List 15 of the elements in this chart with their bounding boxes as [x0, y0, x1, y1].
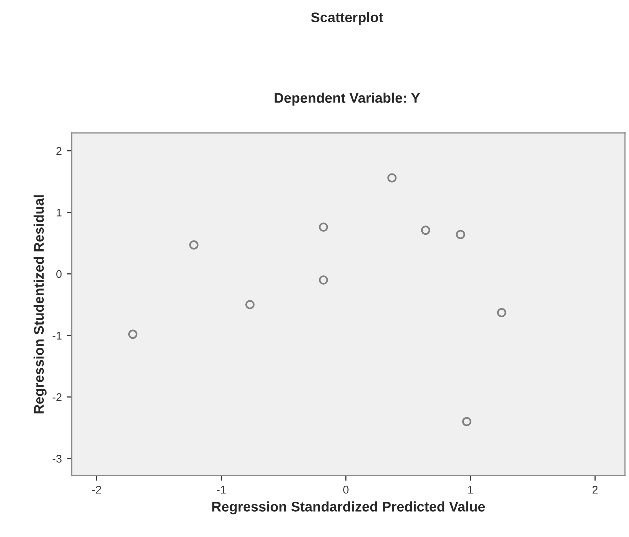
y-axis-title: Regression Studentized Residual: [34, 196, 47, 414]
x-tick-label: 0: [343, 486, 349, 494]
y-tick-label: -3: [52, 455, 62, 463]
chart-subtitle: Dependent Variable: Y: [274, 92, 420, 106]
x-tick-label: -2: [92, 486, 102, 494]
x-tick-label: -1: [217, 486, 226, 494]
y-tick-label: -2: [52, 393, 62, 402]
x-tick-label: 1: [468, 486, 474, 494]
x-tick-label: 2: [592, 486, 598, 494]
y-tick-label: -1: [52, 332, 62, 340]
y-tick-label: 1: [56, 208, 62, 217]
y-tick-label: 0: [56, 270, 62, 278]
chart-title: Scatterplot: [311, 12, 384, 26]
y-tick-label: 2: [56, 147, 62, 156]
x-axis-title: Regression Standardized Predicted Value: [212, 502, 486, 515]
